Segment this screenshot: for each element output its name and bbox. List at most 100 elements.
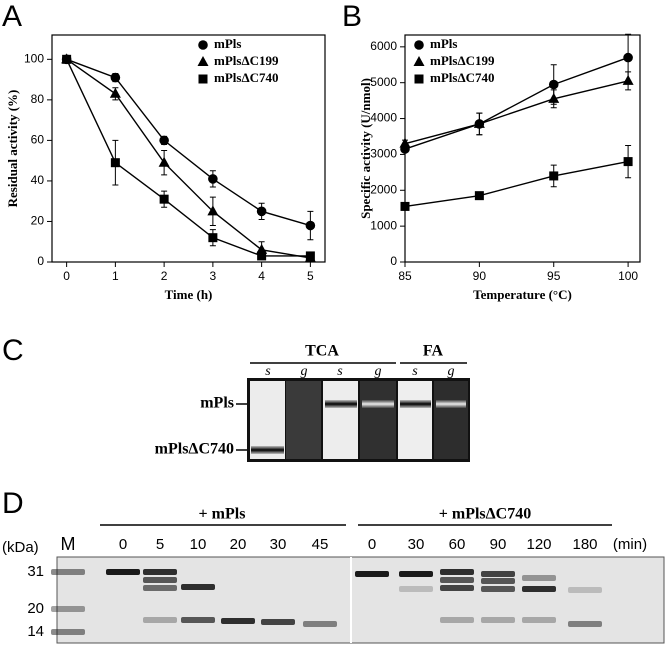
gel-band [440, 585, 474, 591]
gel-band [440, 577, 474, 583]
legend-marker [413, 56, 425, 66]
gel-band [181, 617, 215, 623]
gel-band [440, 569, 474, 575]
legend-marker [197, 56, 209, 66]
band-label: mPlsΔC740 [155, 441, 234, 458]
group-label: + mPls [199, 506, 246, 523]
size-label: 14 [27, 623, 44, 640]
marker [622, 74, 634, 85]
lane-label: 20 [230, 536, 247, 553]
group-label: + mPlsΔC740 [439, 506, 531, 523]
series-line [66, 58, 311, 259]
x-tick-label: 85 [398, 269, 412, 283]
lane-label: g [448, 364, 455, 379]
gel-band [143, 617, 177, 623]
gel-band [181, 584, 215, 590]
x-tick-label: 2 [161, 269, 168, 283]
y-tick-label: 5000 [370, 75, 397, 89]
gel-lane [286, 381, 321, 459]
y-tick-label: 2000 [370, 182, 397, 196]
gel-lane [434, 381, 468, 459]
marker [399, 137, 411, 148]
gel-band [568, 587, 602, 593]
lane-label: 30 [408, 536, 425, 553]
gel-band [436, 400, 466, 408]
gel-band [522, 586, 556, 592]
gel-band [303, 621, 337, 627]
y-tick-label: 20 [31, 214, 45, 228]
x-tick-label: 5 [307, 269, 314, 283]
gel-band [51, 606, 85, 612]
y-tick-label: 80 [31, 92, 45, 106]
gel-band [221, 618, 255, 624]
gel-lane [323, 381, 358, 459]
marker [159, 194, 169, 204]
panel-letter: A [2, 0, 22, 33]
marker [548, 92, 560, 103]
x-tick-label: 3 [210, 269, 217, 283]
marker [109, 87, 121, 98]
panel-letter: C [2, 334, 24, 367]
y-tick-label: 100 [24, 51, 44, 65]
marker [159, 135, 169, 146]
x-tick-label: 95 [547, 269, 561, 283]
marker [623, 157, 633, 167]
gel-band [481, 571, 515, 577]
size-label: 31 [27, 563, 44, 580]
gel-band [481, 586, 515, 592]
gel-band [51, 569, 85, 575]
gel-band [143, 585, 177, 591]
marker [110, 72, 121, 83]
legend-label: mPlsΔC740 [214, 70, 278, 85]
gel-band [522, 617, 556, 623]
series-line [404, 80, 629, 145]
x-axis-label: Time (h) [165, 287, 213, 302]
x-tick-label: 100 [618, 269, 638, 283]
lane-label: 90 [490, 536, 507, 553]
y-tick-label: 0 [37, 254, 44, 268]
legend-label: mPls [214, 36, 241, 51]
lane-label: 60 [449, 536, 466, 553]
series-line [65, 59, 311, 257]
x-axis-label: Temperature (°C) [473, 287, 572, 302]
legend-label: mPlsΔC740 [430, 70, 494, 85]
x-tick-label: 4 [258, 269, 265, 283]
marker [207, 205, 219, 216]
time-unit: (min) [613, 536, 647, 553]
marker [400, 201, 410, 211]
gel-lane [360, 381, 396, 459]
marker [473, 117, 485, 128]
gel-band [440, 617, 474, 623]
y-tick-label: 1000 [370, 218, 397, 232]
gel-band [481, 617, 515, 623]
gel-band [399, 586, 433, 592]
size-label: 20 [27, 600, 44, 617]
marker [623, 52, 633, 63]
gel-d: + mPls + mPlsΔC740 (kDa) M 31 20 14 (min… [2, 487, 665, 644]
series-line [66, 58, 311, 227]
panel-letter: D [2, 487, 24, 520]
group-label: TCA [305, 343, 339, 360]
legend-label: mPlsΔC199 [430, 53, 495, 68]
gel-band [106, 569, 140, 575]
legend-label: mPlsΔC199 [214, 53, 279, 68]
legend-marker [414, 74, 424, 84]
marker [110, 158, 120, 168]
legend-marker [414, 40, 424, 50]
marker [548, 79, 559, 90]
gel-band [143, 569, 177, 575]
lane-label: 0 [119, 536, 127, 553]
band-label: mPls [200, 395, 234, 412]
y-tick-label: 3000 [370, 147, 397, 161]
marker [62, 54, 72, 64]
y-tick-label: 0 [390, 254, 397, 268]
lane-label: 30 [270, 536, 287, 553]
panel-letter: B [342, 0, 362, 33]
y-tick-label: 60 [31, 133, 45, 147]
lane-label: g [375, 364, 382, 379]
lane-label: s [265, 364, 271, 379]
y-tick-label: 40 [31, 173, 45, 187]
lane-label: 10 [190, 536, 207, 553]
lane-label: 120 [526, 536, 551, 553]
